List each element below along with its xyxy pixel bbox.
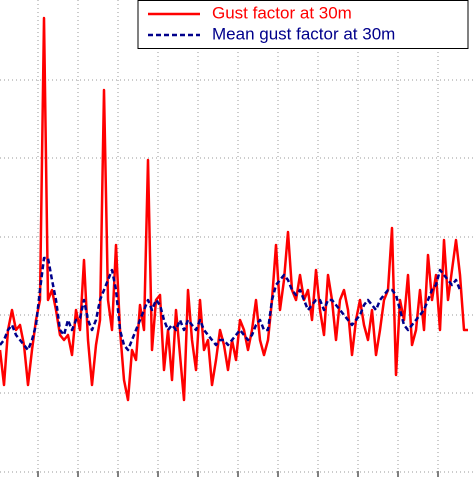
series-line (0, 16, 468, 402)
legend-label: Mean gust factor at 30m (212, 24, 395, 43)
legend-box (137, 0, 469, 49)
series-line (0, 256, 462, 352)
legend-label: Gust factor at 30m (212, 3, 352, 22)
